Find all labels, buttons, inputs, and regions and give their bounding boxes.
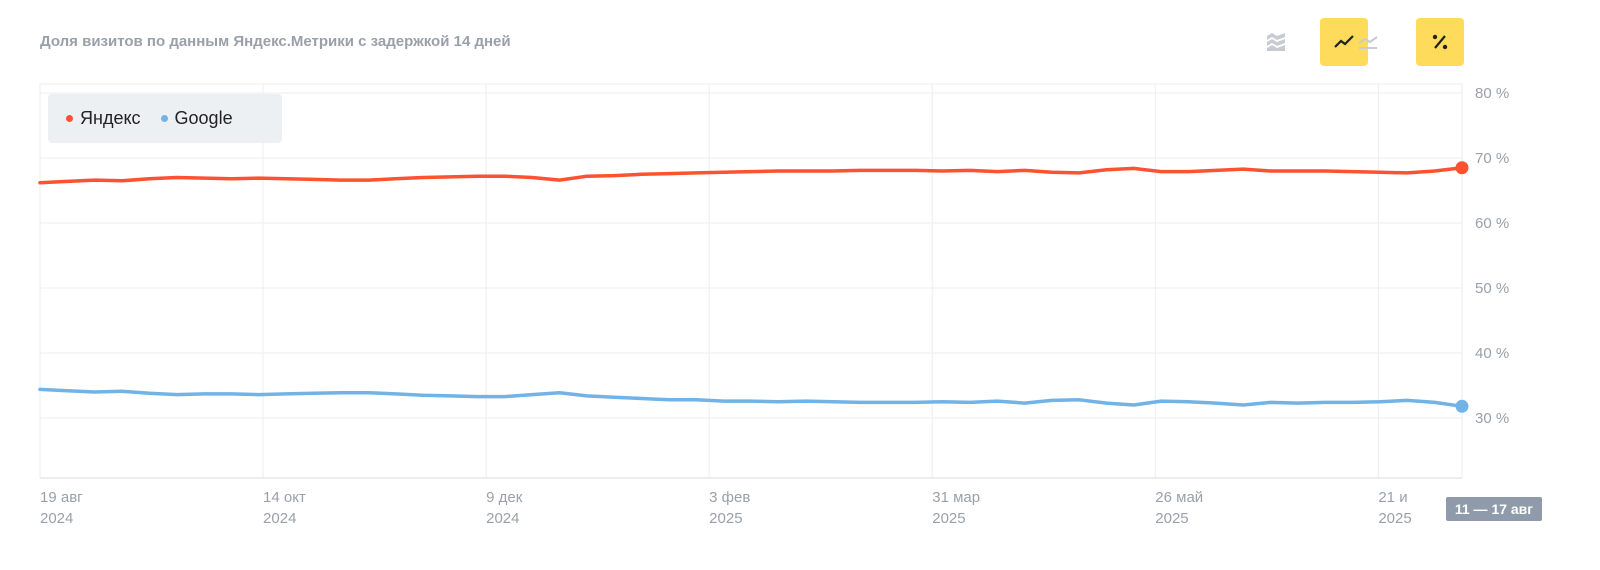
x-tick-year-label: 2024 [40,510,73,527]
y-tick-label: 80 % [1475,85,1509,102]
series-endpoint-google [1455,399,1469,413]
series-endpoint-yandex [1455,161,1469,175]
x-tick-label: 26 май [1155,489,1203,506]
x-tick-label: 9 дек [486,489,523,506]
percent-icon [1432,34,1448,50]
x-tick-year-label: 2024 [486,510,519,527]
legend-label-google: Google [174,108,233,128]
x-tick-label: 31 мар [932,489,980,506]
plot-frame [39,83,1463,479]
legend-dot-yandex [66,115,73,122]
line-chart-icon [1334,35,1354,48]
y-tick-label: 60 % [1475,215,1509,232]
x-tick-year-label: 2025 [709,510,742,527]
x-tick-year-label: 2025 [932,510,965,527]
x-tick-year-label: 2025 [1378,510,1411,527]
x-tick-label: 3 фев [709,489,750,506]
legend-label-yandex: Яндекс [80,108,141,128]
selected-range-badge: 11 — 17 авг [1446,497,1542,521]
x-tick-label: 14 окт [263,489,306,506]
legend-item-yandex[interactable]: Яндекс [66,108,141,129]
chart-legend: Яндекс Google [48,94,282,143]
y-tick-label: 70 % [1475,150,1509,167]
area-chart-icon [1358,36,1378,49]
x-tick-year-label: 2024 [263,510,296,527]
y-tick-label: 30 % [1475,410,1509,427]
series-line-google [38,387,1464,409]
chart-toolbar [1267,18,1508,66]
legend-dot-google [160,115,168,122]
x-tick-year-label: 2025 [1155,510,1188,527]
x-tick-label: 21 и [1378,489,1407,506]
stacked-area-button[interactable] [1252,18,1300,66]
chart-title: Доля визитов по данным Яндекс.Метрики с … [40,33,511,50]
percent-button[interactable] [1416,18,1464,66]
x-tick-label: 19 авг [40,489,83,506]
y-tick-label: 40 % [1475,345,1509,362]
legend-item-google[interactable]: Google [160,108,233,129]
area-chart-button[interactable] [1344,18,1392,66]
stacked-area-icon [1267,33,1285,51]
y-tick-label: 50 % [1475,280,1509,297]
series-line-yandex [38,166,1464,185]
